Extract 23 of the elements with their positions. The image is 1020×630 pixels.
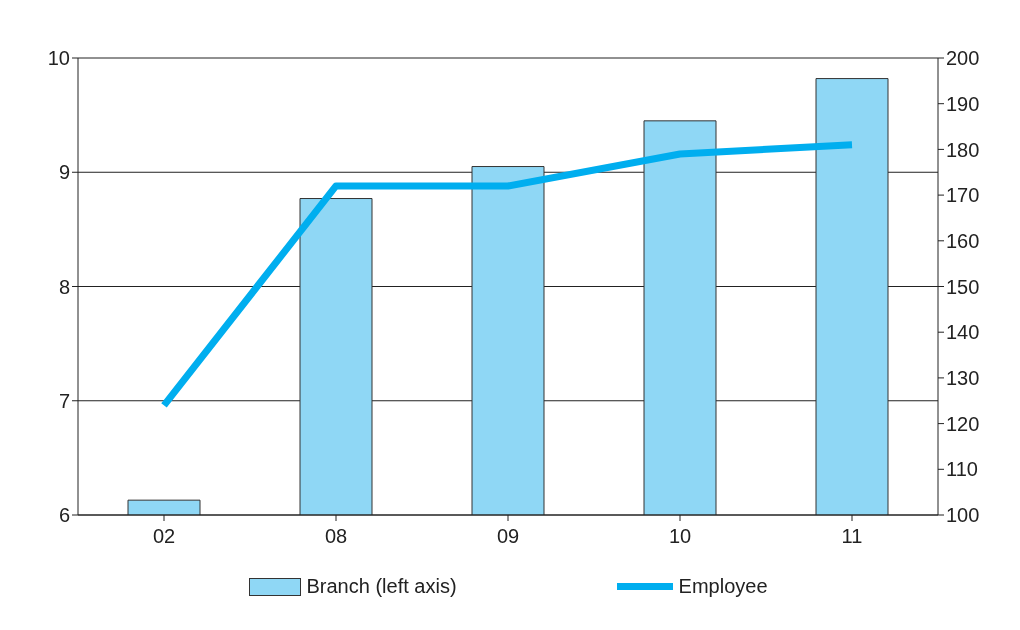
y2-tick-label: 130	[946, 367, 980, 389]
y2-tick-label: 160	[946, 229, 980, 252]
y-tick-label: 10	[47, 47, 70, 70]
y2-tick-label: 170	[946, 184, 980, 207]
y2-tick-label: 190	[946, 92, 980, 115]
y2-tick-label: 200	[946, 47, 980, 70]
y-tick-label: 7	[58, 389, 70, 412]
legend-label: Branch (left axis)	[306, 575, 457, 598]
y-tick-label: 8	[58, 275, 70, 298]
x-tick-label: 11	[841, 525, 863, 548]
y-tick-label: 6	[58, 504, 70, 527]
y2-tick-label: 180	[946, 138, 980, 161]
y2-tick-label: 140	[946, 321, 980, 344]
x-tick-label: 09	[496, 525, 520, 548]
y-tick-label: 9	[58, 161, 70, 184]
legend-label: Employee	[678, 575, 768, 598]
y2-tick-label: 110	[946, 458, 978, 481]
x-tick-label: 10	[668, 525, 692, 548]
x-tick-label: 02	[152, 525, 176, 548]
y2-tick-label: 100	[946, 504, 980, 527]
x-tick-label: 08	[324, 525, 348, 548]
y2-tick-label: 120	[946, 412, 980, 435]
y2-tick-label: 150	[946, 275, 980, 298]
